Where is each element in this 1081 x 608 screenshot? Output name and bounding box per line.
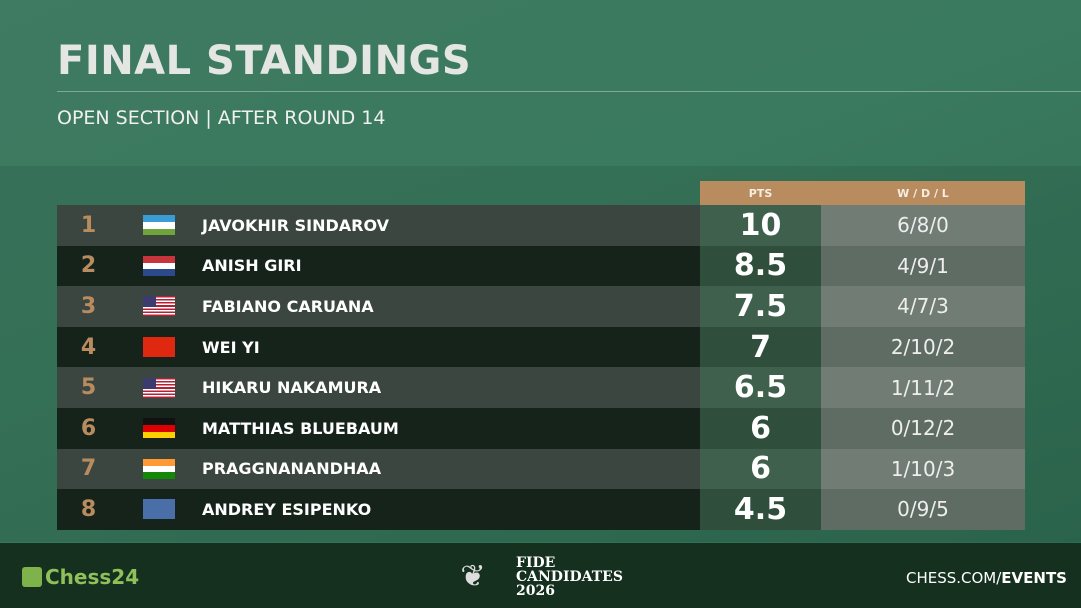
usa-flag-icon — [143, 296, 175, 317]
chess-com-events-link[interactable]: CHESS.COM/EVENTS — [906, 569, 1067, 587]
logo-line: FIDE — [516, 555, 556, 571]
player-name: JAVOKHIR SINDAROV — [202, 215, 389, 235]
chess24-icon — [22, 567, 42, 587]
table-header: PTS W / D / L — [700, 181, 1025, 205]
india-flag-icon — [143, 458, 175, 479]
table-row: 5 HIKARU NAKAMURA 6.5 1/11/2 — [57, 367, 1025, 408]
germany-flag-icon — [143, 418, 175, 439]
fide-flag-icon — [143, 499, 175, 520]
table-row: 7 PRAGGNANANDHAA 6 1/10/3 — [57, 448, 1025, 490]
table-row: 6 MATTHIAS BLUEBAUM 6 0/12/2 — [57, 407, 1025, 449]
laurel-wreath-icon: ❦ — [460, 559, 486, 594]
points: 8.5 — [700, 245, 821, 287]
win-draw-loss: 1/11/2 — [821, 367, 1025, 408]
points: 6.5 — [700, 367, 821, 408]
table-row: 2 ANISH GIRI 8.5 4/9/1 — [57, 245, 1025, 287]
table-row: 4 WEI YI 7 2/10/2 — [57, 326, 1025, 368]
win-draw-loss: 4/9/1 — [821, 245, 1025, 287]
rank: 8 — [80, 496, 97, 522]
logo-line: CANDIDATES — [516, 569, 623, 585]
player-name: PRAGGNANANDHAA — [202, 459, 382, 479]
rank: 1 — [80, 212, 97, 238]
standings-table: 1 JAVOKHIR SINDAROV 10 6/8/0 2 ANISH GIRI… — [57, 205, 1025, 530]
points: 6 — [700, 448, 821, 490]
logo-line: 2026 — [516, 583, 555, 599]
win-draw-loss: 0/9/5 — [821, 489, 1025, 530]
rank: 5 — [80, 375, 97, 401]
chess24-text: Chess24 — [45, 565, 140, 589]
player-name: WEI YI — [202, 337, 260, 357]
usa-flag-icon — [143, 377, 175, 398]
rank: 2 — [80, 253, 97, 279]
uzbekistan-flag-icon — [143, 215, 175, 236]
link-bold: EVENTS — [1001, 569, 1067, 587]
rank: 4 — [80, 334, 97, 360]
win-draw-loss: 0/12/2 — [821, 407, 1025, 449]
page-title: FINAL STANDINGS — [57, 38, 472, 84]
player-name: HIKARU NAKAMURA — [202, 378, 382, 398]
rank: 7 — [80, 456, 97, 482]
chess24-logo: Chess24 — [22, 565, 139, 589]
player-name: FABIANO CARUANA — [202, 296, 374, 316]
win-draw-loss: 4/7/3 — [821, 286, 1025, 327]
link-prefix: CHESS.COM/ — [905, 569, 1002, 587]
points: 6 — [700, 407, 821, 449]
footer — [0, 543, 1081, 608]
netherlands-flag-icon — [143, 255, 175, 276]
points: 10 — [700, 205, 821, 246]
rank: 6 — [80, 415, 97, 441]
fide-candidates-logo: ❦ FIDE CANDIDATES 2026 — [440, 553, 623, 601]
points: 7 — [700, 326, 821, 368]
pts-column-header: PTS — [748, 186, 773, 200]
player-name: ANISH GIRI — [202, 256, 302, 276]
page-subtitle: OPEN SECTION | AFTER ROUND 14 — [57, 107, 386, 129]
wdl-column-header: W / D / L — [897, 186, 949, 200]
win-draw-loss: 2/10/2 — [821, 326, 1025, 368]
win-draw-loss: 6/8/0 — [821, 205, 1025, 246]
player-name: MATTHIAS BLUEBAUM — [202, 418, 399, 438]
points: 4.5 — [700, 489, 821, 530]
china-flag-icon — [143, 337, 175, 358]
table-row: 3 FABIANO CARUANA 7.5 4/7/3 — [57, 286, 1025, 327]
table-row: 1 JAVOKHIR SINDAROV 10 6/8/0 — [57, 205, 1025, 246]
divider — [57, 91, 1081, 92]
table-row: 8 ANDREY ESIPENKO 4.5 0/9/5 — [57, 489, 1025, 530]
player-name: ANDREY ESIPENKO — [202, 499, 372, 519]
points: 7.5 — [700, 286, 821, 327]
rank: 3 — [80, 293, 97, 319]
win-draw-loss: 1/10/3 — [821, 448, 1025, 490]
